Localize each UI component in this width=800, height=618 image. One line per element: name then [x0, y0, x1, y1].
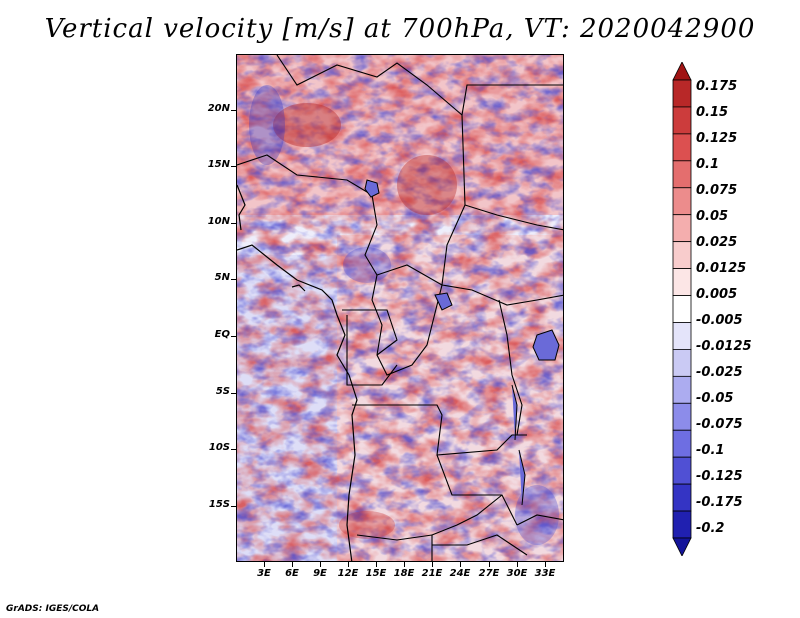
lon-tick [545, 562, 546, 567]
colorbar-cell [672, 187, 692, 216]
lat-tick [231, 393, 236, 394]
lon-label-27e: 27E [478, 568, 500, 579]
colorbar-label: -0.025 [696, 365, 743, 380]
colorbar-cell [672, 79, 692, 108]
lat-label-10n: 10N [207, 216, 230, 227]
colorbar-cell [672, 160, 692, 189]
colorbar-cell [672, 241, 692, 269]
vertical-velocity-field [237, 55, 563, 561]
lat-label-20n: 20N [207, 103, 230, 114]
lat-label-5s: 5S [215, 386, 230, 397]
colorbar-label: -0.1 [696, 443, 725, 458]
colorbar-label: 0.1 [696, 157, 720, 172]
lon-tick [404, 562, 405, 567]
credit-text: GrADS: IGES/COLA [6, 604, 100, 614]
colorbar-cell [672, 214, 692, 243]
lat-label-15n: 15N [207, 159, 230, 170]
lon-tick [320, 562, 321, 567]
colorbar-label: -0.05 [696, 391, 734, 406]
lon-label-3e: 3E [257, 568, 271, 579]
colorbar-cell [672, 510, 692, 539]
colorbar-label: -0.125 [696, 469, 743, 484]
colorbar-cell [672, 106, 692, 135]
lat-tick [231, 336, 236, 337]
lat-label-15s: 15S [208, 499, 230, 510]
colorbar-cell [672, 456, 692, 485]
lon-tick [517, 562, 518, 567]
lat-label-10s: 10S [208, 442, 230, 453]
lon-tick [292, 562, 293, 567]
colorbar-label: 0.075 [696, 183, 738, 198]
colorbar-cell [672, 322, 692, 350]
lat-tick [231, 223, 236, 224]
lon-tick [264, 562, 265, 567]
colorbar-label: -0.2 [696, 521, 725, 536]
colorbar-label: 0.0125 [696, 261, 747, 276]
lon-label-15e: 15E [365, 568, 387, 579]
colorbar-cell [672, 402, 692, 431]
lon-tick [489, 562, 490, 567]
colorbar-label: -0.0125 [696, 339, 752, 354]
colorbar-label: -0.075 [696, 417, 743, 432]
colorbar-label: -0.005 [696, 313, 743, 328]
map-title: Vertical velocity [m/s] at 700hPa, VT: 2… [44, 14, 756, 44]
map-panel[interactable] [236, 54, 564, 562]
lat-tick [231, 279, 236, 280]
lon-label-18e: 18E [393, 568, 415, 579]
colorbar-label: 0.125 [696, 131, 738, 146]
colorbar-cell [672, 429, 692, 458]
colorbar-cell [672, 537, 692, 556]
country-borders [237, 55, 563, 561]
lat-tick [231, 166, 236, 167]
colorbar-label: 0.005 [696, 287, 738, 302]
coastline [237, 184, 358, 561]
colorbar-cell [672, 483, 692, 512]
lon-label-33e: 33E [534, 568, 556, 579]
colorbar [672, 62, 692, 556]
lon-label-21e: 21E [421, 568, 443, 579]
lat-label-5n: 5N [214, 272, 230, 283]
lon-label-24e: 24E [449, 568, 471, 579]
lon-label-6e: 6E [285, 568, 299, 579]
colorbar-cell [672, 349, 692, 377]
colorbar-cell [672, 295, 692, 323]
lon-tick [432, 562, 433, 567]
colorbar-label: -0.175 [696, 495, 743, 510]
colorbar-cell [672, 62, 692, 81]
colorbar-cell [672, 375, 692, 404]
colorbar-label: 0.05 [696, 209, 729, 224]
lon-tick [348, 562, 349, 567]
colorbar-cell [672, 133, 692, 162]
lat-label-eq: EQ [214, 329, 230, 340]
lat-tick [231, 110, 236, 111]
lat-tick [231, 506, 236, 507]
lon-tick [460, 562, 461, 567]
lon-label-12e: 12E [337, 568, 359, 579]
colorbar-cell [672, 268, 692, 296]
lon-label-9e: 9E [313, 568, 327, 579]
colorbar-label: 0.025 [696, 235, 738, 250]
lakes [364, 179, 560, 506]
lon-tick [376, 562, 377, 567]
strong-updraft-areas [273, 103, 457, 539]
lon-label-30e: 30E [506, 568, 528, 579]
lat-tick [231, 449, 236, 450]
colorbar-label: 0.15 [696, 105, 729, 120]
colorbar-label: 0.175 [696, 79, 738, 94]
